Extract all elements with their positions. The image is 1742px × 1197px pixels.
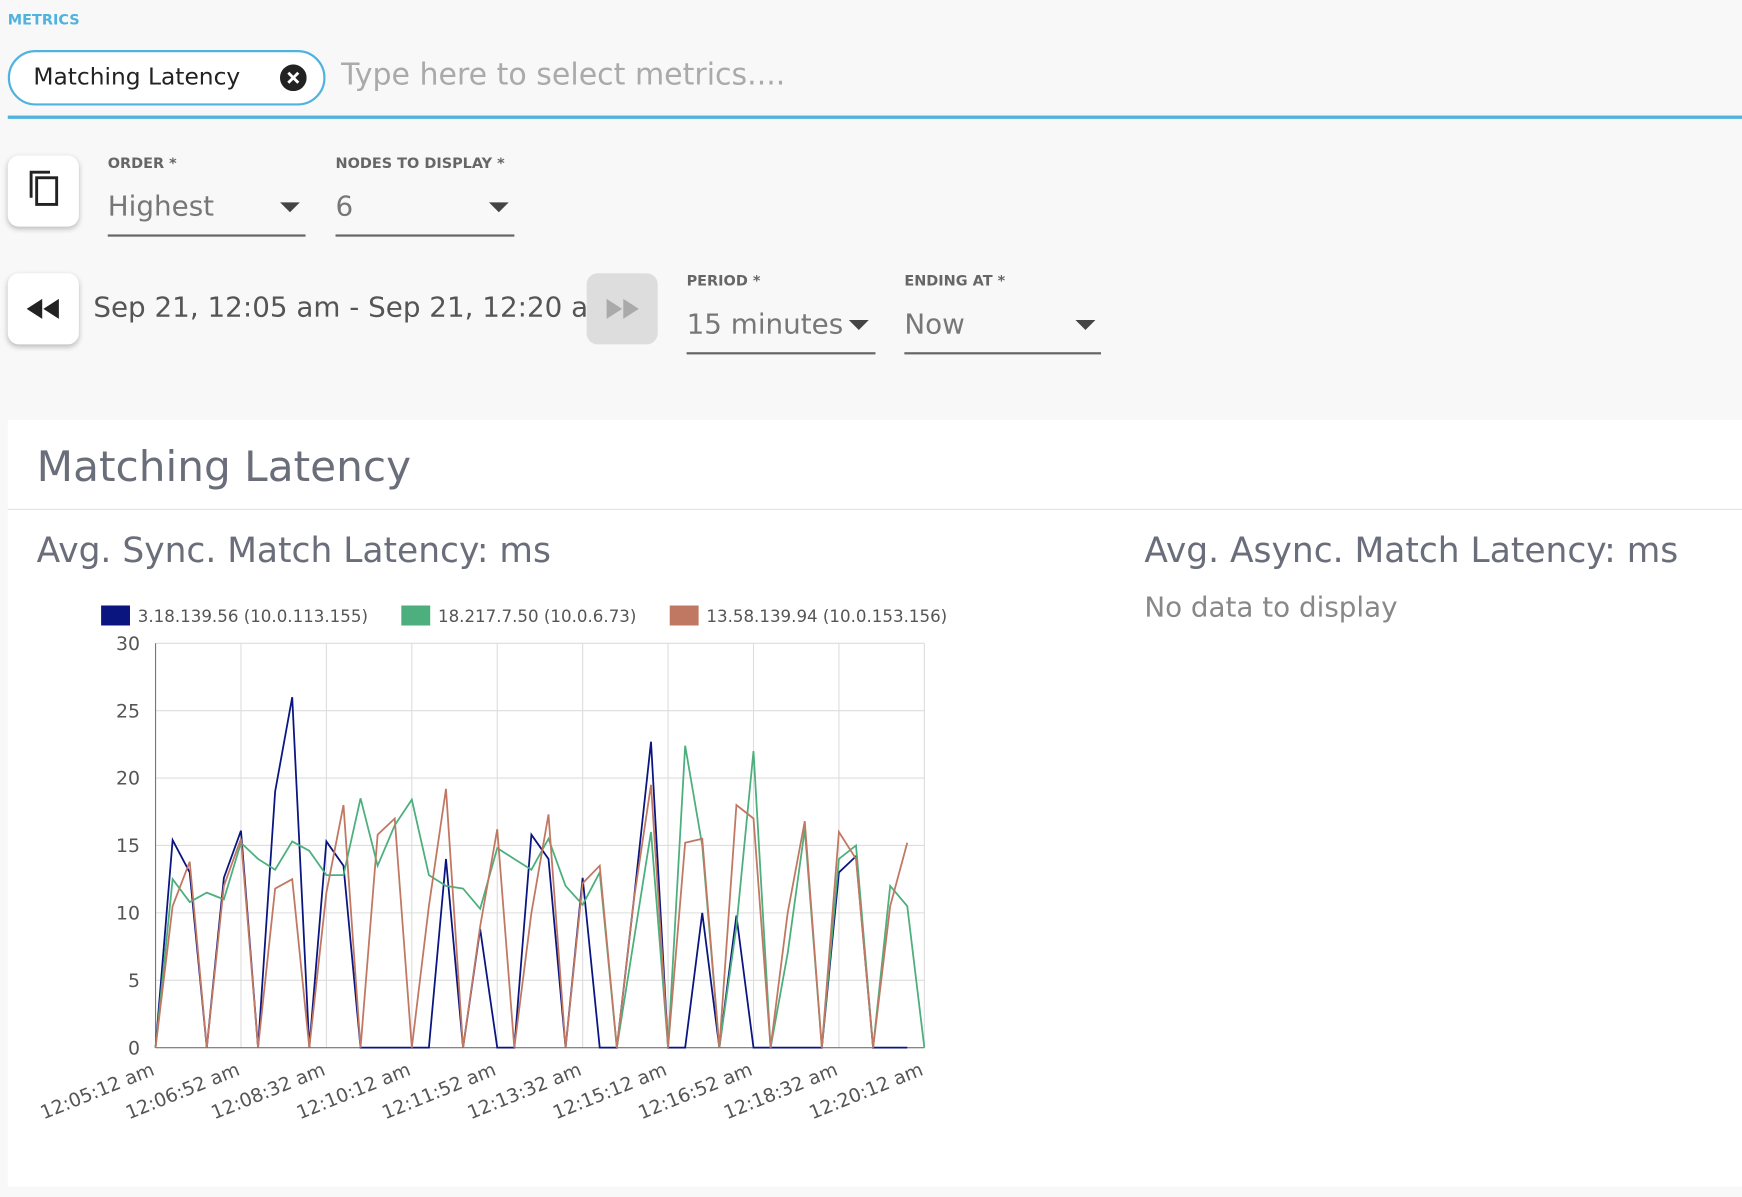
series-line [156, 746, 925, 1048]
chart-title: Avg. Sync. Match Latency: ms [37, 531, 551, 571]
legend-label: 3.18.139.56 (10.0.113.155) [138, 607, 368, 626]
no-data-message: No data to display [1144, 591, 1397, 624]
legend-swatch [101, 605, 130, 625]
legend-label: 13.58.139.94 (10.0.153.156) [706, 607, 947, 626]
y-tick-label: 15 [116, 835, 140, 857]
legend-swatch [401, 605, 430, 625]
chart-title: Avg. Async. Match Latency: ms [1144, 531, 1678, 571]
y-tick-label: 0 [128, 1037, 140, 1059]
legend-swatch [670, 605, 699, 625]
legend-label: 18.217.7.50 (10.0.6.73) [438, 607, 636, 626]
y-tick-label: 5 [128, 970, 140, 992]
y-tick-label: 30 [116, 633, 140, 655]
y-tick-label: 20 [116, 768, 140, 790]
y-tick-label: 25 [116, 700, 140, 722]
series-line [156, 785, 908, 1048]
y-tick-label: 10 [116, 903, 140, 925]
